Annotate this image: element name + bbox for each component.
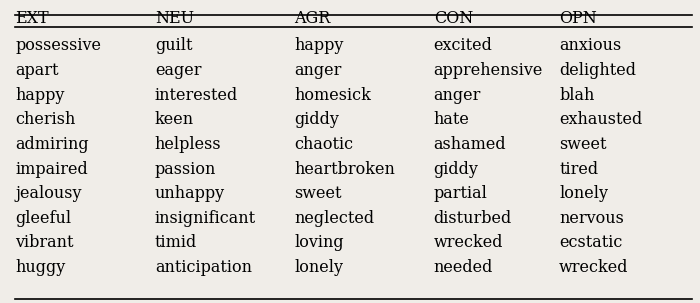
Text: impaired: impaired xyxy=(15,161,88,178)
Text: vibrant: vibrant xyxy=(15,234,74,251)
Text: OPN: OPN xyxy=(559,10,597,27)
Text: disturbed: disturbed xyxy=(434,210,512,227)
Text: loving: loving xyxy=(294,234,344,251)
Text: giddy: giddy xyxy=(434,161,479,178)
Text: apprehensive: apprehensive xyxy=(434,62,543,79)
Text: sweet: sweet xyxy=(559,136,607,153)
Text: wrecked: wrecked xyxy=(559,259,629,276)
Text: apart: apart xyxy=(15,62,59,79)
Text: eager: eager xyxy=(155,62,202,79)
Text: gleeful: gleeful xyxy=(15,210,71,227)
Text: tired: tired xyxy=(559,161,598,178)
Text: delighted: delighted xyxy=(559,62,636,79)
Text: helpless: helpless xyxy=(155,136,221,153)
Text: NEU: NEU xyxy=(155,10,194,27)
Text: chaotic: chaotic xyxy=(294,136,354,153)
Text: insignificant: insignificant xyxy=(155,210,256,227)
Text: nervous: nervous xyxy=(559,210,624,227)
Text: excited: excited xyxy=(434,37,493,55)
Text: giddy: giddy xyxy=(294,111,339,128)
Text: exhausted: exhausted xyxy=(559,111,643,128)
Text: guilt: guilt xyxy=(155,37,192,55)
Text: CON: CON xyxy=(434,10,473,27)
Text: homesick: homesick xyxy=(294,87,371,104)
Text: admiring: admiring xyxy=(15,136,89,153)
Text: happy: happy xyxy=(15,87,64,104)
Text: possessive: possessive xyxy=(15,37,102,55)
Text: jealousy: jealousy xyxy=(15,185,82,202)
Text: keen: keen xyxy=(155,111,194,128)
Text: anxious: anxious xyxy=(559,37,622,55)
Text: unhappy: unhappy xyxy=(155,185,225,202)
Text: EXT: EXT xyxy=(15,10,49,27)
Text: partial: partial xyxy=(434,185,487,202)
Text: AGR: AGR xyxy=(294,10,330,27)
Text: heartbroken: heartbroken xyxy=(294,161,395,178)
Text: neglected: neglected xyxy=(294,210,374,227)
Text: interested: interested xyxy=(155,87,238,104)
Text: happy: happy xyxy=(294,37,344,55)
Text: needed: needed xyxy=(434,259,493,276)
Text: anger: anger xyxy=(434,87,481,104)
Text: ashamed: ashamed xyxy=(434,136,506,153)
Text: sweet: sweet xyxy=(294,185,342,202)
Text: huggy: huggy xyxy=(15,259,66,276)
Text: hate: hate xyxy=(434,111,470,128)
Text: anger: anger xyxy=(294,62,342,79)
Text: anticipation: anticipation xyxy=(155,259,252,276)
Text: passion: passion xyxy=(155,161,216,178)
Text: timid: timid xyxy=(155,234,197,251)
Text: lonely: lonely xyxy=(559,185,608,202)
Text: wrecked: wrecked xyxy=(434,234,503,251)
Text: lonely: lonely xyxy=(294,259,343,276)
Text: ecstatic: ecstatic xyxy=(559,234,622,251)
Text: blah: blah xyxy=(559,87,594,104)
Text: cherish: cherish xyxy=(15,111,76,128)
